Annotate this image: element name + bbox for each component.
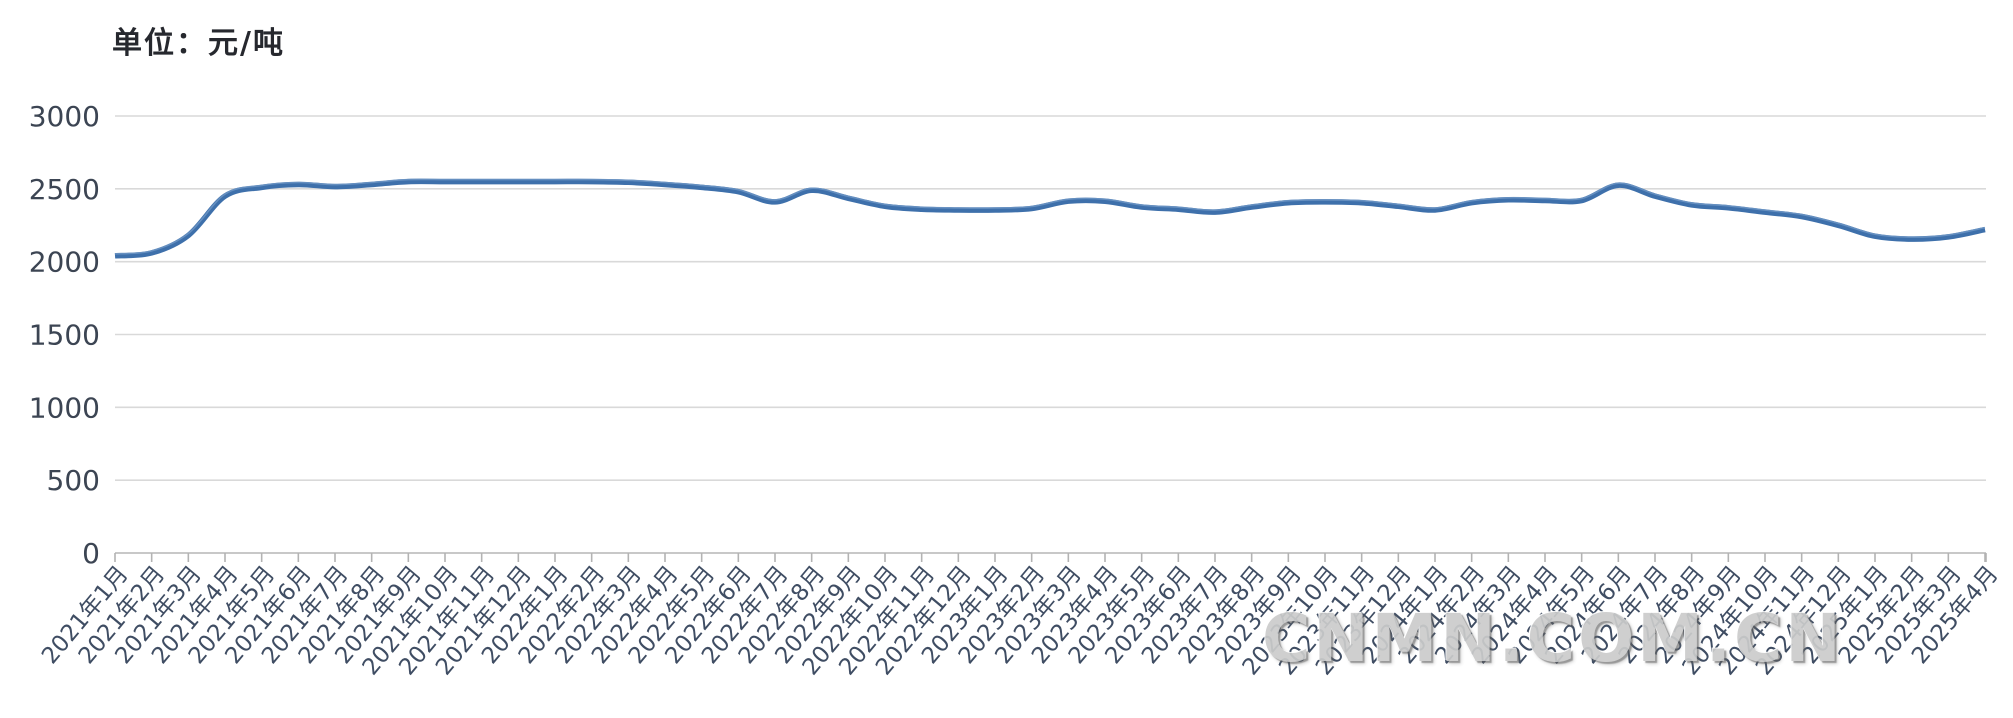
- y-axis-label: 0: [82, 537, 100, 570]
- price-line: [114, 178, 1986, 259]
- y-axis-label: 3000: [29, 100, 100, 133]
- unit-label: 单位：元/吨: [112, 26, 285, 61]
- y-axis-label: 2500: [29, 173, 100, 206]
- gridlines: [115, 115, 1986, 481]
- x-axis-labels: 2021年1月2021年2月2021年3月2021年4月2021年5月2021年…: [37, 561, 2004, 680]
- y-axis-labels: 0 500 1000 1500 2000 2500 3000: [29, 100, 100, 570]
- y-axis-label: 2000: [29, 246, 100, 279]
- y-axis-label: 1500: [29, 319, 100, 352]
- price-line-highlight: [114, 178, 1986, 255]
- y-axis-label: 500: [47, 464, 100, 497]
- x-axis-ticks: [114, 553, 1987, 562]
- y-axis-label: 1000: [29, 391, 100, 424]
- watermark: CNMN.COM.CN: [1262, 600, 1844, 677]
